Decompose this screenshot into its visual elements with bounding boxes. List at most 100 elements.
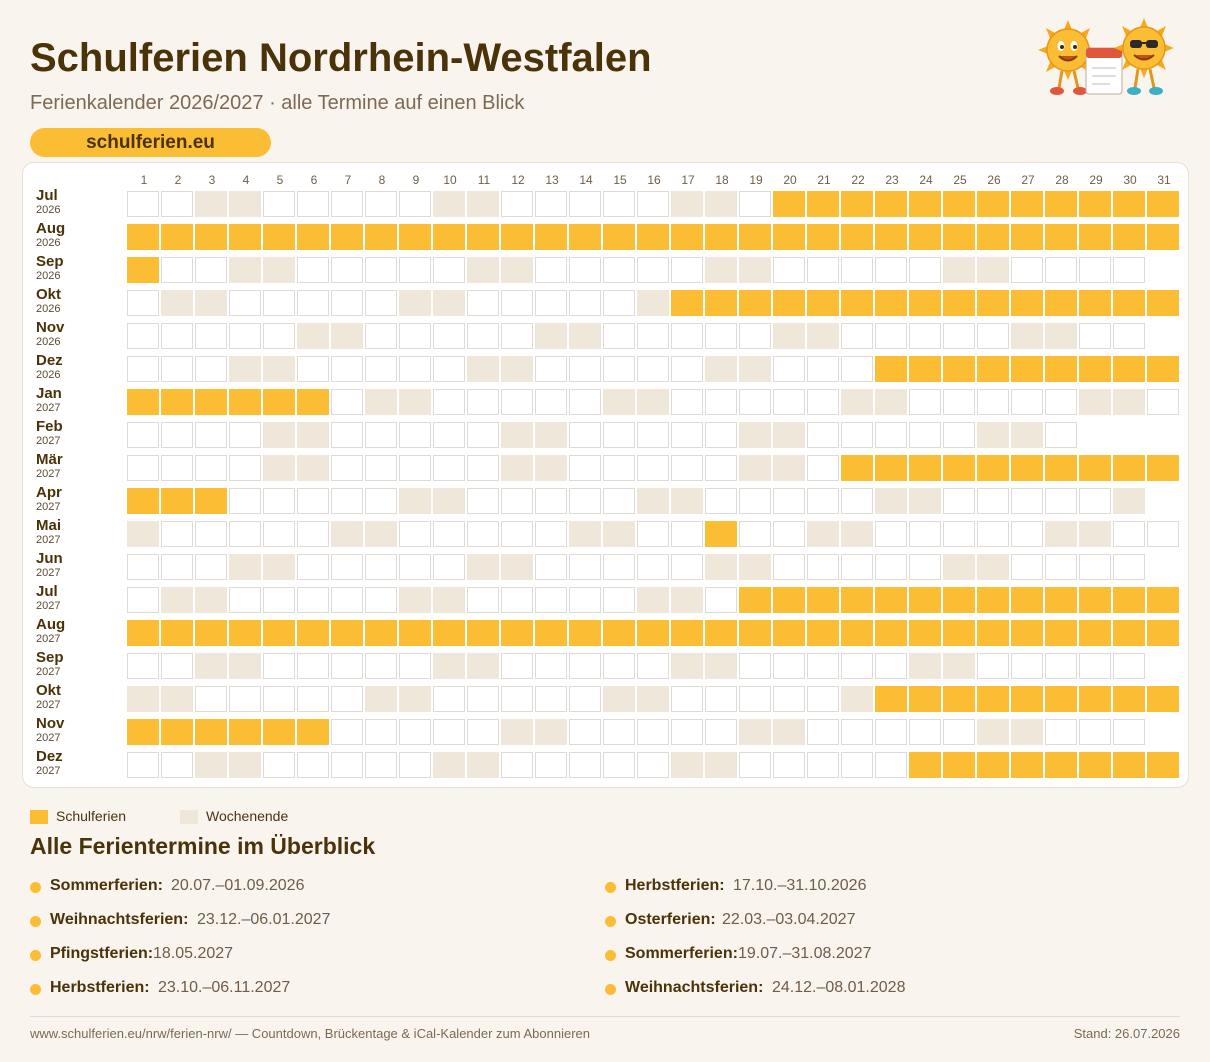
month-year: 2027 (36, 633, 61, 645)
month-label: Okt 2027 (36, 682, 61, 712)
day-cell (943, 389, 975, 415)
day-cell (841, 356, 873, 382)
holiday-day-cell (1113, 686, 1145, 712)
holiday-day-cell (297, 224, 329, 250)
day-cell (603, 191, 635, 217)
day-cell (263, 521, 295, 547)
holiday-day-cell (705, 224, 737, 250)
holiday-dates: 24.12.–08.01.2028 (772, 979, 906, 996)
day-cell (1011, 257, 1043, 283)
weekend-day-cell (433, 653, 465, 679)
day-cell (909, 422, 941, 448)
day-number: 28 (1055, 173, 1069, 187)
day-cell (1079, 323, 1111, 349)
day-cell (875, 323, 907, 349)
holiday-day-cell (943, 356, 975, 382)
day-cell (195, 356, 227, 382)
day-cell (807, 257, 839, 283)
month-year: 2027 (36, 666, 61, 678)
day-cell (433, 455, 465, 481)
holiday-day-cell (1079, 752, 1111, 778)
weekend-day-cell (467, 752, 499, 778)
holiday-dates: 22.03.–03.04.2027 (722, 911, 856, 928)
day-cell (467, 488, 499, 514)
day-cell (1113, 554, 1145, 580)
day-cell (195, 686, 227, 712)
weekend-day-cell (773, 422, 805, 448)
day-cell (399, 752, 431, 778)
day-cell (1045, 653, 1077, 679)
day-number: 18 (715, 173, 729, 187)
holiday-day-cell (909, 290, 941, 316)
holiday-day-cell (161, 389, 193, 415)
weekend-day-cell (1045, 323, 1077, 349)
day-cell (671, 356, 703, 382)
holiday-day-cell (331, 620, 363, 646)
month-name: Mär (36, 451, 63, 468)
weekend-day-cell (331, 521, 363, 547)
holiday-day-cell (297, 719, 329, 745)
day-number: 7 (344, 173, 352, 187)
day-number: 19 (749, 173, 763, 187)
weekend-day-cell (705, 752, 737, 778)
holiday-day-cell (195, 719, 227, 745)
day-cell (263, 587, 295, 613)
day-cell (637, 422, 669, 448)
holiday-day-cell (807, 620, 839, 646)
day-cell (637, 554, 669, 580)
month-name: Jul (36, 187, 58, 204)
day-cell (127, 356, 159, 382)
site-badge[interactable]: schulferien.eu (30, 128, 271, 157)
day-cell (501, 752, 533, 778)
month-label: Jul 2026 (36, 187, 60, 217)
weekend-day-cell (705, 257, 737, 283)
day-cell (467, 587, 499, 613)
holiday-day-cell (705, 620, 737, 646)
weekend-day-cell (433, 488, 465, 514)
day-cell (705, 323, 737, 349)
holiday-day-cell (161, 719, 193, 745)
weekend-day-cell (705, 653, 737, 679)
holiday-day-cell (875, 686, 907, 712)
month-label: Okt 2026 (36, 286, 61, 316)
day-cell (161, 521, 193, 547)
weekend-day-cell (263, 257, 295, 283)
day-cell (569, 719, 601, 745)
holiday-day-cell (1113, 587, 1145, 613)
day-cell (433, 257, 465, 283)
footer-link[interactable]: www.schulferien.eu/nrw/ferien-nrw/ — Cou… (30, 1026, 591, 1041)
holiday-day-cell (977, 356, 1009, 382)
day-cell (467, 290, 499, 316)
weekend-day-cell (501, 257, 533, 283)
day-cell (535, 290, 567, 316)
holiday-day-cell (671, 620, 703, 646)
holiday-day-cell (909, 191, 941, 217)
day-cell (909, 719, 941, 745)
day-cell (603, 455, 635, 481)
holiday-day-cell (1147, 290, 1179, 316)
month-label: Sep 2027 (36, 649, 64, 679)
holiday-day-cell (773, 587, 805, 613)
weekend-day-cell (807, 323, 839, 349)
month-name: Jul (36, 583, 58, 600)
weekend-day-cell (1079, 521, 1111, 547)
day-cell (875, 521, 907, 547)
day-cell (705, 719, 737, 745)
day-cell (127, 752, 159, 778)
overview-title: Alle Ferientermine im Überblick (30, 833, 376, 859)
weekend-day-cell (1011, 422, 1043, 448)
day-cell (1113, 653, 1145, 679)
weekend-day-cell (467, 191, 499, 217)
holiday-day-cell (841, 587, 873, 613)
weekend-day-cell (705, 554, 737, 580)
month-year: 2026 (36, 336, 61, 348)
holiday-day-cell (875, 191, 907, 217)
holiday-dates: 23.10.–06.11.2027 (158, 979, 291, 996)
day-number: 16 (647, 173, 661, 187)
holiday-day-cell (1079, 620, 1111, 646)
day-cell (603, 257, 635, 283)
day-cell (739, 752, 771, 778)
weekend-day-cell (161, 686, 193, 712)
day-cell (637, 257, 669, 283)
month-name: Aug (36, 220, 66, 237)
